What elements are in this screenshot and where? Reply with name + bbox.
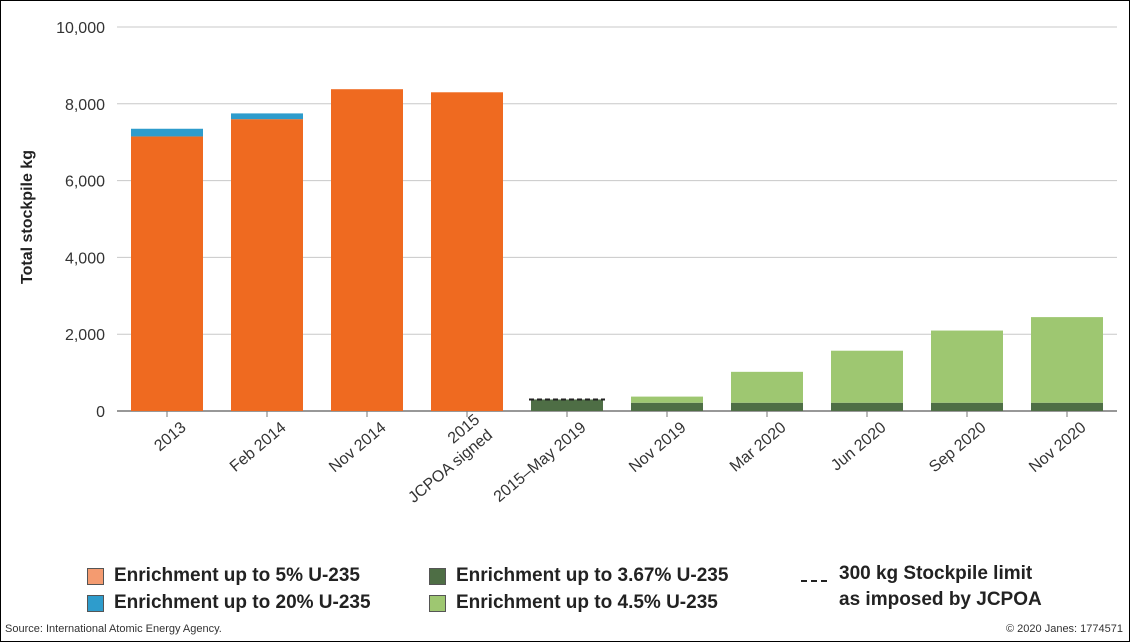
x-tick-label: 2013 [151,419,189,455]
svg-text:Nov 2019: Nov 2019 [626,419,689,476]
bar-segment-3 [631,396,703,403]
legend-limit-line2: as imposed by JCPOA [839,589,1042,610]
svg-text:Nov 2014: Nov 2014 [326,419,389,476]
bar-segment-0 [231,119,303,411]
legend-label-367pct: Enrichment up to 3.67% U-235 [456,565,729,586]
x-tick-label: Nov 2019 [626,419,689,476]
bar-segment-2 [931,402,1003,411]
legend-swatch-20pct [87,594,104,612]
x-tick-label: Nov 2014 [326,419,389,476]
legend-item-45pct: Enrichment up to 4.5% U-235 [429,592,718,614]
bar-segment-2 [531,399,603,411]
bar-segment-1 [231,113,303,120]
x-tick-label-line: 2015–May 2019 [491,419,590,506]
x-tick-label: 2015–May 2019 [491,419,590,506]
svg-text:Jun 2020: Jun 2020 [828,419,889,474]
svg-text:2015JCPOA signed: 2015JCPOA signed [392,411,496,506]
svg-text:2015–May 2019: 2015–May 2019 [491,419,590,506]
legend-item-20pct: Enrichment up to 20% U-235 [87,592,371,614]
svg-text:Mar 2020: Mar 2020 [727,419,790,476]
bar-segment-1 [131,128,203,137]
copyright-note: © 2020 Janes: 1774571 [1006,623,1123,635]
bar-segment-2 [731,402,803,411]
bar-segment-3 [1031,317,1103,403]
legend-item-5pct: Enrichment up to 5% U-235 [87,565,360,587]
legend-label-20pct: Enrichment up to 20% U-235 [114,592,371,613]
x-tick-label: Feb 2014 [227,419,290,476]
x-tick-label-line: Nov 2019 [626,419,689,476]
y-tick-label: 6,000 [65,174,105,191]
x-tick-label-line: Sep 2020 [926,419,989,476]
y-tick-labels: 0 2,000 4,000 6,000 8,000 10,000 [56,20,105,421]
x-tick-label: Mar 2020 [727,419,790,476]
bar-segment-3 [831,350,903,403]
x-tick-label-line: Mar 2020 [727,419,790,476]
y-axis-label: Total stockpile kg [19,150,36,284]
legend-swatch-45pct [429,594,446,612]
y-tick-label: 4,000 [65,250,105,267]
legend-limit-dash [801,580,827,582]
x-tick-label-line: Nov 2014 [326,419,389,476]
x-tick-label-line: Nov 2020 [1026,419,1089,476]
x-tick-label: Jun 2020 [828,419,889,474]
bar-segment-0 [331,89,403,411]
legend-swatch-367pct [429,567,446,585]
y-tick-label: 10,000 [56,20,105,37]
svg-text:Feb 2014: Feb 2014 [227,419,290,476]
x-tick-label: Sep 2020 [926,419,989,476]
legend-label-45pct: Enrichment up to 4.5% U-235 [456,592,718,613]
bar-segment-3 [731,371,803,403]
x-tick-label-line: 2013 [151,419,189,455]
bar-segment-2 [1031,402,1103,411]
legend-limit-label: 300 kg Stockpile limit as imposed by JCP… [839,561,1042,613]
svg-text:2013: 2013 [151,419,189,455]
bar-segment-2 [631,402,703,411]
x-tick-label: Nov 2020 [1026,419,1089,476]
source-note: Source: International Atomic Energy Agen… [5,623,222,635]
bar-segment-2 [831,402,903,411]
legend-limit-line1: 300 kg Stockpile limit [839,563,1033,584]
legend-item-367pct: Enrichment up to 3.67% U-235 [429,565,728,587]
x-tick-label-line: Jun 2020 [828,419,889,474]
y-tick-label: 0 [96,404,105,421]
x-tick-labels: 2013 Feb 2014 Nov 2014 2015JCPOA signed2015… [151,411,1089,506]
y-tick-label: 2,000 [65,327,105,344]
x-tick-label-line: Feb 2014 [227,419,290,476]
svg-text:Nov 2020: Nov 2020 [1026,419,1089,476]
x-tick-label: 2015JCPOA signed [392,411,496,506]
bar-segment-3 [931,330,1003,403]
bar-segment-0 [131,136,203,411]
svg-text:Sep 2020: Sep 2020 [926,419,989,476]
y-tick-label: 8,000 [65,97,105,114]
bars [131,89,1103,417]
legend-label-5pct: Enrichment up to 5% U-235 [114,565,360,586]
bar-segment-0 [431,92,503,411]
legend-swatch-5pct [87,567,104,585]
